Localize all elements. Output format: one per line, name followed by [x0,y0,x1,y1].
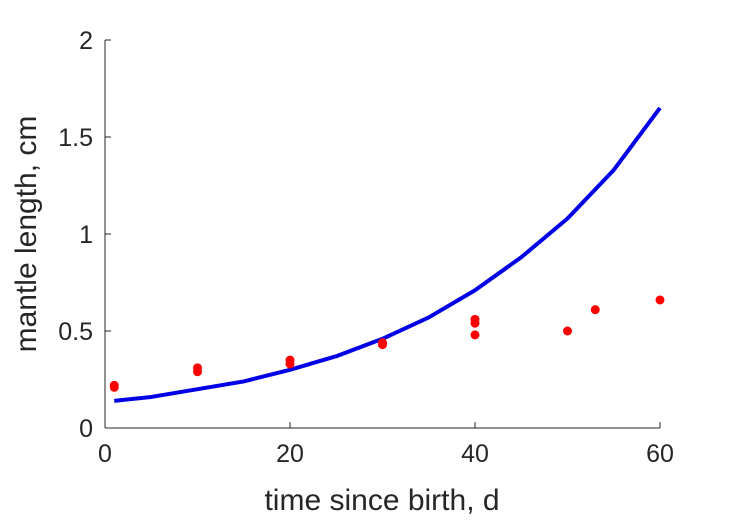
fit-curve-line [114,106,662,403]
y-tick-label: 1.5 [58,124,93,152]
data-point [109,380,119,390]
axes [104,40,660,429]
x-tick-label: 60 [646,440,674,468]
data-point [563,326,572,336]
data-point [470,314,480,324]
series [109,106,665,403]
x-axis-label: time since birth, d [264,484,499,517]
y-tick-label: 1 [79,221,93,249]
data-point [378,338,387,348]
y-ticks: 0 0.5 1 1.5 2 [58,27,111,443]
data-point [285,355,295,365]
data-point [193,363,202,373]
x-tick-label: 40 [461,440,489,468]
y-tick-label: 0.5 [58,318,93,346]
x-ticks: 0 20 40 60 [98,422,674,468]
data-point [655,295,665,305]
data-point [470,330,480,340]
x-tick-label: 0 [98,440,112,468]
y-tick-label: 2 [79,27,93,55]
y-axis-label: mantle length, cm [10,116,43,353]
y-tick-label: 0 [79,415,93,443]
x-tick-label: 20 [276,440,304,468]
data-point [590,305,600,315]
